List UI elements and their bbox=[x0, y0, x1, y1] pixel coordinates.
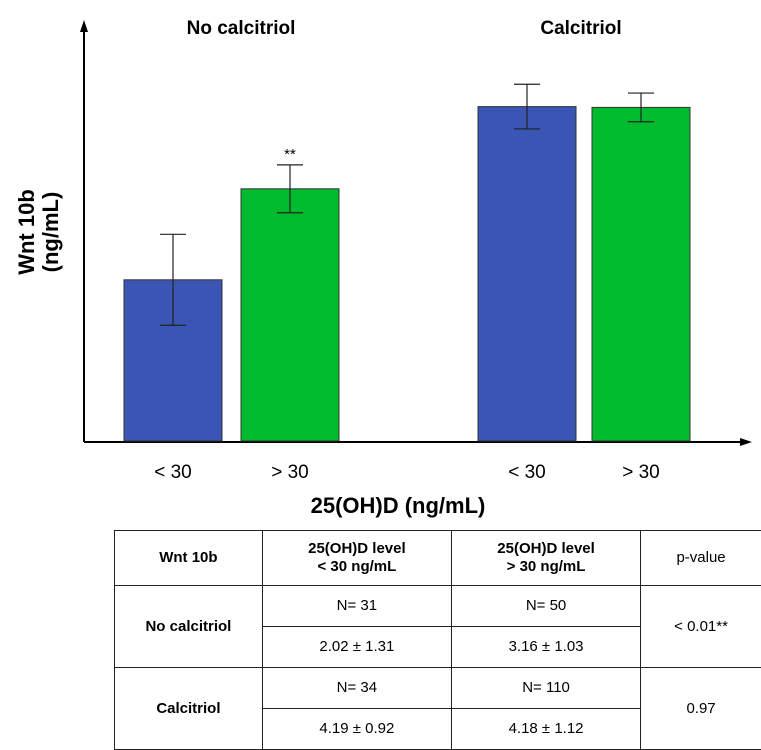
table-header-row: Wnt 10b 25(OH)D level < 30 ng/mL 25(OH)D… bbox=[115, 531, 761, 586]
cell-mean-high: 4.18 ± 1.12 bbox=[451, 709, 640, 750]
bar-no-calcitriol-high bbox=[241, 189, 339, 441]
bar-chart: ** No calcitriol Calcitriol Wnt 10b (ng/… bbox=[0, 0, 761, 520]
header-high-line2: > 30 ng/mL bbox=[507, 558, 586, 575]
cell-n-high: N= 50 bbox=[451, 586, 640, 627]
header-cell-wnt: Wnt 10b bbox=[115, 531, 263, 586]
group-title-no-calcitriol: No calcitriol bbox=[187, 18, 296, 39]
cell-pvalue: < 0.01** bbox=[641, 586, 761, 668]
group-title-calcitriol: Calcitriol bbox=[540, 18, 621, 39]
tick-label-nocal-high: > 30 bbox=[271, 462, 309, 483]
tick-label-cal-high: > 30 bbox=[622, 462, 660, 483]
header-low-line2: < 30 ng/mL bbox=[318, 558, 397, 575]
table-row: Calcitriol N= 34 N= 110 0.97 bbox=[115, 668, 761, 709]
tick-label-nocal-low: < 30 bbox=[154, 462, 192, 483]
cell-pvalue: 0.97 bbox=[641, 668, 761, 750]
table-row: No calcitriol N= 31 N= 50 < 0.01** bbox=[115, 586, 761, 627]
x-axis-label: 25(OH)D (ng/mL) bbox=[311, 493, 486, 518]
x-axis-arrow bbox=[740, 438, 752, 446]
header-cell-pvalue: p-value bbox=[641, 531, 761, 586]
y-axis-label-line2: (ng/mL) bbox=[38, 192, 63, 273]
y-axis-arrow bbox=[80, 20, 88, 32]
y-axis-label-line1: Wnt 10b bbox=[14, 189, 39, 275]
significance-marker: ** bbox=[284, 146, 296, 163]
bars-layer: ** bbox=[124, 84, 690, 441]
cell-n-low: N= 31 bbox=[262, 586, 451, 627]
header-high-line1: 25(OH)D level bbox=[497, 540, 595, 557]
cell-mean-high: 3.16 ± 1.03 bbox=[451, 627, 640, 668]
summary-table: Wnt 10b 25(OH)D level < 30 ng/mL 25(OH)D… bbox=[114, 530, 761, 750]
header-cell-high: 25(OH)D level > 30 ng/mL bbox=[451, 531, 640, 586]
cell-n-high: N= 110 bbox=[451, 668, 640, 709]
cell-mean-low: 2.02 ± 1.31 bbox=[262, 627, 451, 668]
header-cell-low: 25(OH)D level < 30 ng/mL bbox=[262, 531, 451, 586]
cell-n-low: N= 34 bbox=[262, 668, 451, 709]
bar-calcitriol-high bbox=[592, 107, 690, 441]
header-low-line1: 25(OH)D level bbox=[308, 540, 406, 557]
tick-label-cal-low: < 30 bbox=[508, 462, 546, 483]
row-label-no-calcitriol: No calcitriol bbox=[115, 586, 263, 668]
cell-mean-low: 4.19 ± 0.92 bbox=[262, 709, 451, 750]
row-label-calcitriol: Calcitriol bbox=[115, 668, 263, 750]
bar-calcitriol-low bbox=[478, 107, 576, 441]
